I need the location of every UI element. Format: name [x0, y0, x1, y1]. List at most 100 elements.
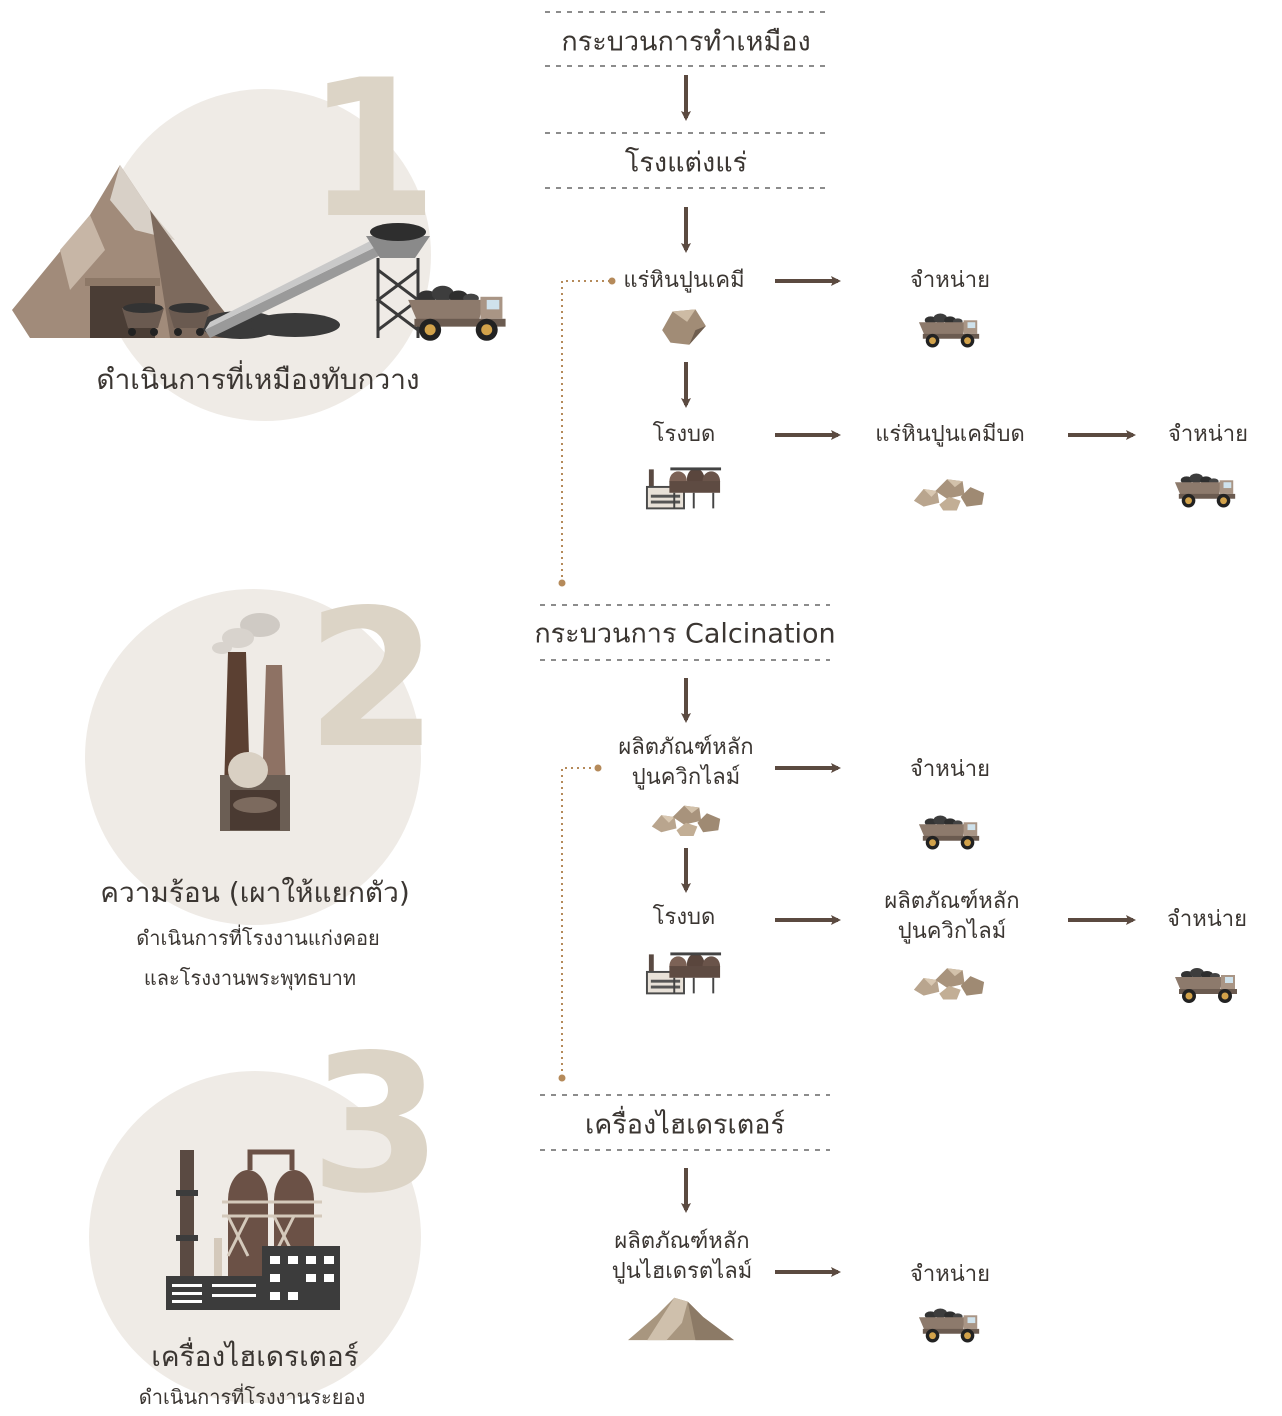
mine-illustration — [12, 165, 506, 341]
node-label: แร่หินปูนเคมี — [623, 268, 745, 293]
header-borders — [540, 11, 830, 1151]
illustration-part — [1175, 968, 1237, 1003]
illustration-part — [662, 309, 706, 345]
illustration-part — [651, 805, 721, 836]
illustration-part — [128, 328, 136, 336]
illustration-part — [366, 236, 430, 258]
stage-number: 1 — [305, 39, 439, 260]
flow-header: กระบวนการ Calcination — [534, 618, 836, 650]
illustration-part — [918, 815, 980, 850]
kiln-illustration — [212, 613, 290, 831]
illustration-part — [222, 628, 254, 648]
node-label: ผลิตภัณฑ์หลัก — [618, 735, 754, 760]
illustration-part — [233, 797, 277, 813]
stage-subtitle: ดำเนินการที่โรงงานระยอง — [138, 1385, 366, 1409]
cart — [122, 303, 164, 336]
flow-header: โรงแต่งแร่ — [624, 147, 748, 179]
connectors — [561, 280, 610, 1078]
flow-header: เครื่องไฮเดรเตอร์ — [585, 1109, 785, 1141]
illustration-part — [240, 613, 280, 637]
node-label: จำหน่าย — [1166, 907, 1248, 932]
illustration-part — [262, 665, 286, 790]
illustration-part — [176, 1235, 198, 1241]
node-label: โรงบด — [652, 905, 716, 930]
arrows — [681, 75, 1136, 1277]
illustration-part — [205, 232, 390, 330]
node-label: จำหน่าย — [909, 757, 991, 782]
stage-title: เครื่องไฮเดรเตอร์ — [151, 1340, 359, 1373]
illustration-part — [270, 1274, 280, 1282]
illustration-part — [247, 1149, 295, 1170]
illustration-part — [645, 951, 723, 995]
stage-title: ดำเนินการที่เหมืองทับกวาง — [96, 363, 420, 396]
illustration-part — [212, 1284, 256, 1287]
node-label: จำหน่าย — [909, 268, 991, 293]
node-label: ปูนไฮเดรตไลม์ — [611, 1259, 753, 1284]
stage-subtitle: และโรงงานพระพุทธบาท — [143, 966, 357, 990]
illustration-part — [150, 328, 158, 336]
illustration-part — [288, 1292, 298, 1300]
illustration-part — [172, 1300, 202, 1303]
flow-icons — [628, 309, 1237, 1343]
illustration-part — [270, 1292, 280, 1300]
illustration-part — [306, 1274, 316, 1282]
illustration-part — [561, 280, 610, 583]
illustration-part — [214, 1238, 222, 1278]
illustration-part — [212, 1294, 256, 1297]
illustration-part — [226, 1215, 296, 1257]
node-label: จำหน่าย — [1167, 422, 1249, 447]
illustration-part — [645, 466, 723, 510]
illustration-part — [168, 303, 210, 336]
illustration-part — [172, 1284, 202, 1287]
node-label: โรงบด — [652, 422, 716, 447]
illustration-part — [918, 1308, 980, 1343]
illustration-part — [60, 215, 105, 290]
illustration-part — [228, 752, 268, 788]
illustration-part — [558, 1074, 566, 1082]
illustration-part — [628, 1297, 734, 1341]
illustration-part — [913, 968, 985, 1000]
truck — [408, 285, 506, 341]
illustration-part — [370, 223, 426, 241]
node-label: ปูนควิกไลม์ — [897, 919, 1007, 944]
illustration-part — [174, 328, 182, 336]
illustration-part — [306, 1256, 316, 1264]
node-label: จำหน่าย — [909, 1262, 991, 1287]
illustration-part — [180, 1150, 194, 1280]
illustration-part — [168, 308, 210, 328]
stage-number: 3 — [309, 1014, 443, 1235]
illustration-part — [561, 767, 597, 1078]
illustration-part — [918, 313, 980, 348]
illustration-part — [110, 165, 175, 240]
stage-number: 2 — [305, 569, 439, 790]
illustration-part — [212, 642, 232, 654]
illustration-part — [228, 1170, 268, 1280]
illustration-part — [324, 1256, 334, 1264]
stage-subtitle: ดำเนินการที่โรงงานแก่งคอย — [136, 926, 380, 950]
flow-header: กระบวนการทำเหมือง — [561, 26, 811, 58]
illustration-part — [1174, 473, 1236, 508]
illustration-part — [176, 1190, 198, 1196]
illustration-part — [172, 1292, 202, 1295]
illustration-part — [608, 277, 616, 285]
node-label: ผลิตภัณฑ์หลัก — [614, 1229, 750, 1254]
stage-title: ความร้อน (เผาให้แยกตัว) — [100, 876, 410, 909]
illustration-part — [205, 240, 395, 338]
illustration-part — [196, 328, 204, 336]
illustration-part — [85, 278, 160, 286]
illustration-part — [169, 303, 209, 313]
node-label: แร่หินปูนเคมีบด — [875, 422, 1025, 447]
illustration-part — [123, 303, 163, 313]
node-label: ผลิตภัณฑ์หลัก — [884, 889, 1020, 914]
node-label: ปูนควิกไลม์ — [631, 765, 741, 790]
illustration-part — [324, 1274, 334, 1282]
illustration-part — [288, 1256, 298, 1264]
illustration-part — [250, 313, 340, 337]
illustration-part — [222, 1200, 322, 1257]
illustration-part — [594, 764, 602, 772]
connector-dots — [558, 277, 616, 1082]
illustration-part — [558, 579, 566, 587]
illustration-part — [122, 308, 164, 328]
